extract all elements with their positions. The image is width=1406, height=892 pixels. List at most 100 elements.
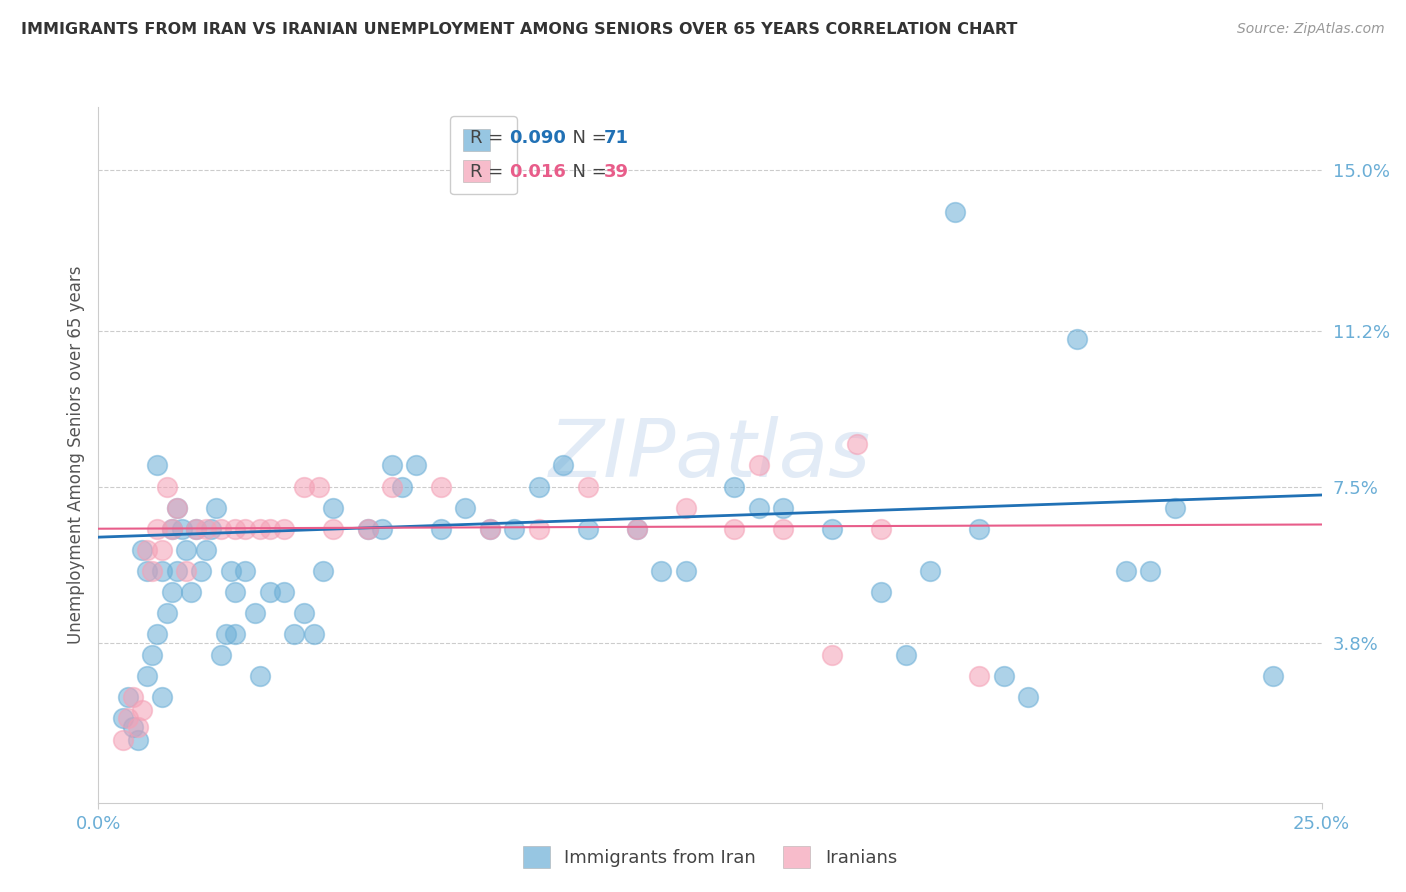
Point — [146, 522, 169, 536]
Point — [259, 585, 281, 599]
Point — [186, 522, 208, 536]
Point — [391, 479, 413, 493]
Text: R =: R = — [470, 163, 509, 181]
Text: 71: 71 — [603, 129, 628, 147]
Point — [166, 564, 188, 578]
Legend: Immigrants from Iran, Iranians: Immigrants from Iran, Iranians — [515, 838, 905, 877]
Point — [200, 522, 222, 536]
Point — [273, 522, 295, 536]
Point — [136, 542, 159, 557]
Point — [748, 458, 770, 473]
Point — [150, 542, 173, 557]
Point — [292, 479, 315, 493]
Point — [430, 522, 453, 536]
Point — [1164, 500, 1187, 515]
Point — [302, 627, 325, 641]
Point — [430, 479, 453, 493]
Point — [292, 606, 315, 620]
Point — [146, 627, 169, 641]
Point — [943, 205, 966, 219]
Point — [1261, 669, 1284, 683]
Point — [141, 648, 163, 663]
Point — [723, 479, 745, 493]
Point — [405, 458, 427, 473]
Point — [576, 479, 599, 493]
Point — [166, 500, 188, 515]
Point — [156, 606, 179, 620]
Point — [967, 522, 990, 536]
Point — [166, 500, 188, 515]
Point — [224, 522, 246, 536]
Point — [356, 522, 378, 536]
Point — [870, 522, 893, 536]
Point — [723, 522, 745, 536]
Point — [243, 606, 266, 620]
Point — [478, 522, 501, 536]
Point — [1066, 332, 1088, 346]
Point — [356, 522, 378, 536]
Point — [249, 522, 271, 536]
Point — [308, 479, 330, 493]
Point — [131, 542, 153, 557]
Point — [205, 500, 228, 515]
Point — [381, 479, 404, 493]
Point — [176, 564, 198, 578]
Point — [141, 564, 163, 578]
Point — [1139, 564, 1161, 578]
Point — [371, 522, 394, 536]
Point — [195, 542, 218, 557]
Point — [131, 703, 153, 717]
Point — [146, 458, 169, 473]
Point — [219, 564, 242, 578]
Point — [894, 648, 917, 663]
Point — [176, 542, 198, 557]
Point — [273, 585, 295, 599]
Text: 0.090: 0.090 — [509, 129, 567, 147]
Point — [312, 564, 335, 578]
Point — [233, 522, 256, 536]
Point — [180, 585, 202, 599]
Y-axis label: Unemployment Among Seniors over 65 years: Unemployment Among Seniors over 65 years — [66, 266, 84, 644]
Point — [117, 690, 139, 705]
Point — [209, 522, 232, 536]
Point — [527, 522, 550, 536]
Point — [675, 564, 697, 578]
Point — [209, 648, 232, 663]
Point — [454, 500, 477, 515]
Point — [249, 669, 271, 683]
Point — [160, 585, 183, 599]
Point — [127, 732, 149, 747]
Point — [121, 720, 143, 734]
Text: 39: 39 — [603, 163, 628, 181]
Point — [160, 522, 183, 536]
Point — [111, 732, 134, 747]
Point — [322, 500, 344, 515]
Text: R =: R = — [470, 129, 509, 147]
Point — [1017, 690, 1039, 705]
Point — [136, 669, 159, 683]
Point — [993, 669, 1015, 683]
Point — [186, 522, 208, 536]
Point — [503, 522, 526, 536]
Point — [322, 522, 344, 536]
Point — [127, 720, 149, 734]
Text: N =: N = — [561, 163, 613, 181]
Point — [772, 500, 794, 515]
Point — [283, 627, 305, 641]
Point — [170, 522, 193, 536]
Point — [821, 522, 844, 536]
Point — [845, 437, 868, 451]
Point — [675, 500, 697, 515]
Point — [650, 564, 672, 578]
Text: N =: N = — [561, 129, 613, 147]
Point — [121, 690, 143, 705]
Point — [478, 522, 501, 536]
Point — [136, 564, 159, 578]
Point — [156, 479, 179, 493]
Text: 0.016: 0.016 — [509, 163, 567, 181]
Point — [117, 711, 139, 725]
Point — [160, 522, 183, 536]
Point — [214, 627, 236, 641]
Point — [224, 627, 246, 641]
Point — [772, 522, 794, 536]
